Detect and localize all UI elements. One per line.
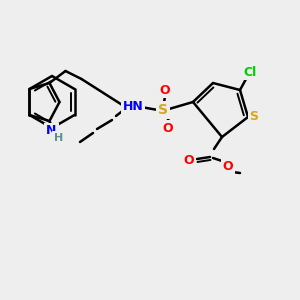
Text: N: N: [46, 124, 57, 137]
Text: HN: HN: [123, 100, 143, 112]
Text: O: O: [184, 154, 194, 166]
Text: H: H: [54, 133, 63, 143]
Text: O: O: [160, 83, 170, 97]
Text: O: O: [163, 122, 173, 134]
Text: Cl: Cl: [243, 65, 256, 79]
Text: O: O: [223, 160, 233, 173]
Text: S: S: [158, 103, 168, 117]
Text: S: S: [250, 110, 259, 124]
